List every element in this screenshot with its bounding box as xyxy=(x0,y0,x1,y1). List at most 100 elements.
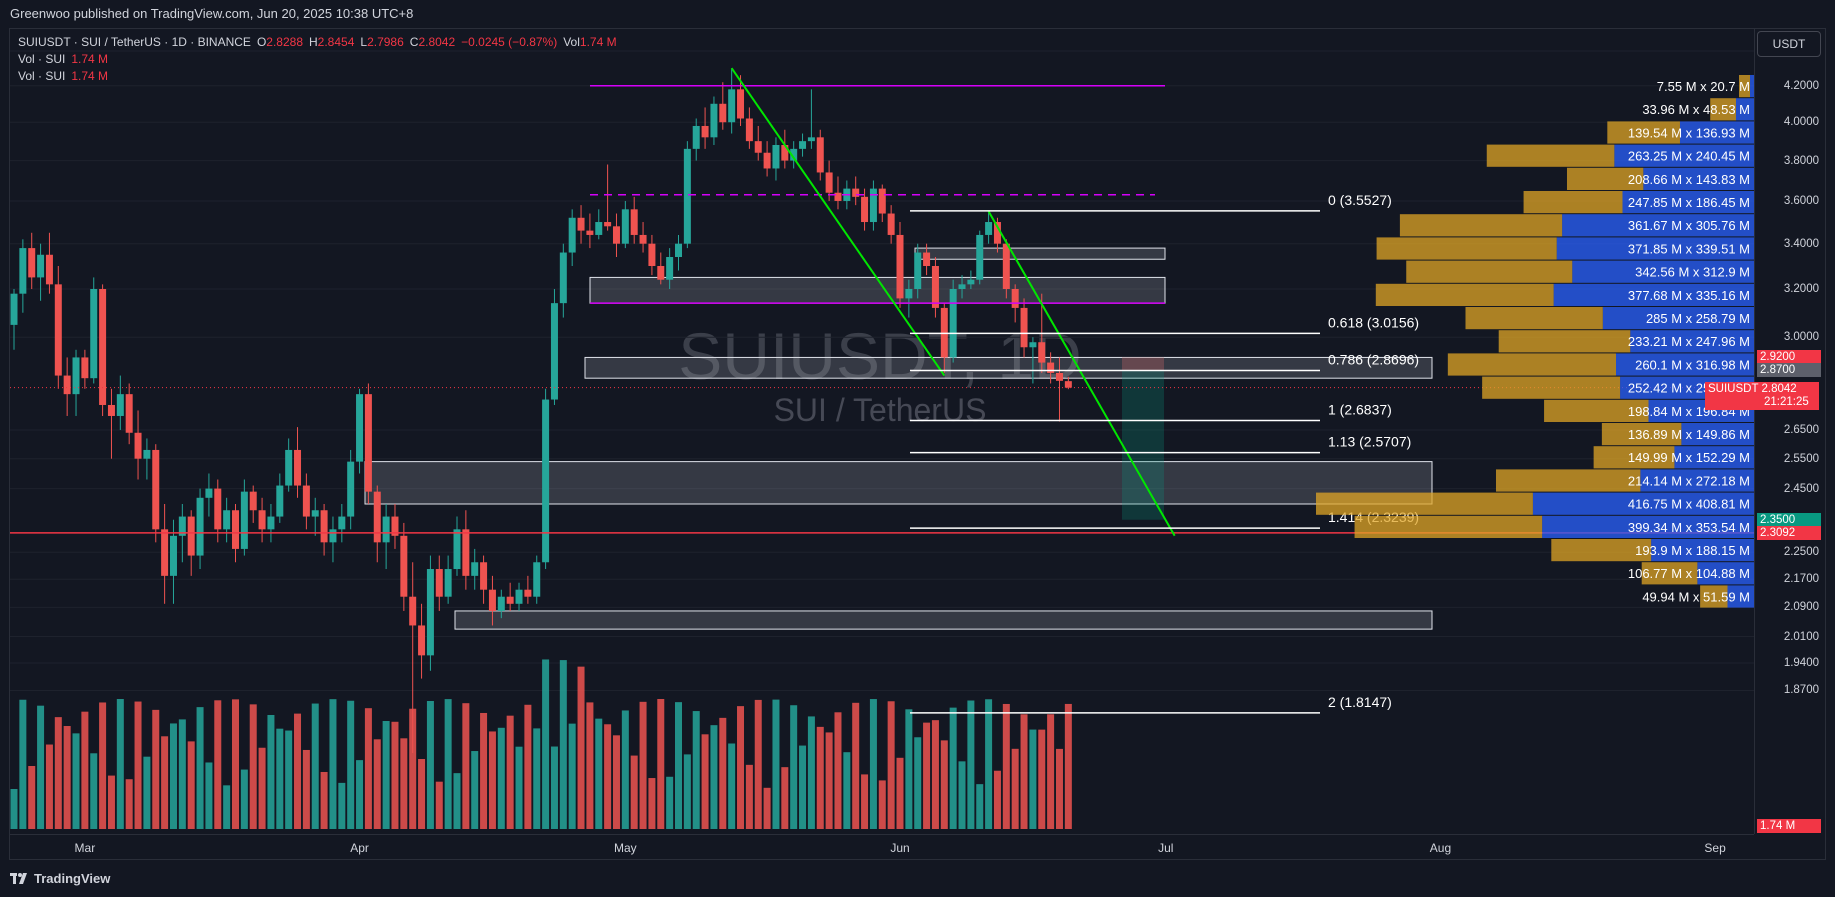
fib-level-label: 1.13 (2.5707) xyxy=(1328,434,1411,450)
candle-body xyxy=(905,288,913,299)
volume-profile-label: 208.66 M x 143.83 M xyxy=(1628,172,1750,187)
price-tick-label: 3.8000 xyxy=(1783,154,1819,167)
symbol-tag: SUIUSDT xyxy=(1708,382,1759,395)
vol-label: Vol xyxy=(563,35,580,49)
watermark-name: SUI / TetherUS xyxy=(774,392,987,428)
time-axis[interactable]: Mar Apr May Jun Jul Aug Sep xyxy=(10,834,1754,861)
candle-body xyxy=(816,137,824,173)
candle-body xyxy=(19,248,27,294)
price-tick-label: 3.2000 xyxy=(1783,282,1819,295)
volume-bar xyxy=(604,724,612,829)
currency-button[interactable]: USDT xyxy=(1757,31,1821,57)
projection-box xyxy=(1122,357,1164,520)
volume-profile-sell-bar xyxy=(1601,423,1682,446)
volume-indicator-row[interactable]: Vol · SUI 1.74 M xyxy=(18,68,617,85)
volume-profile-label: 399.34 M x 353.54 M xyxy=(1628,520,1750,535)
candle-body xyxy=(985,222,993,235)
volume-profile-label: 361.67 M x 305.76 M xyxy=(1628,218,1750,233)
tradingview-logo[interactable]: TradingView xyxy=(10,871,110,886)
price-tick-label: 1.8700 xyxy=(1783,684,1819,697)
candle-body xyxy=(586,230,594,235)
vol-value: 1.74 M xyxy=(579,35,617,49)
price-axis[interactable]: 4.40004.20004.00003.80003.60003.40003.20… xyxy=(1705,29,1825,834)
volume-bar xyxy=(320,771,328,829)
volume-profile-buy-bar xyxy=(1553,283,1754,306)
volume-bar xyxy=(72,733,80,829)
candle-body xyxy=(781,144,789,161)
volume-bar xyxy=(745,764,753,829)
open-value: 2.8288 xyxy=(266,35,303,49)
candle-body xyxy=(737,89,745,119)
volume-bar xyxy=(347,700,355,829)
candle-body xyxy=(223,510,231,530)
change-value: −0.0245 (−0.87%) xyxy=(461,35,558,49)
volume-profile-sell-bar xyxy=(1375,283,1554,306)
volume-bar xyxy=(169,723,177,829)
time-tick-label: May xyxy=(613,841,637,855)
candle-body xyxy=(488,589,496,611)
volume-bar xyxy=(152,709,160,829)
volume-bar xyxy=(701,734,709,829)
volume-bar xyxy=(657,699,665,829)
volume-bar xyxy=(621,710,629,829)
volume-bar xyxy=(905,709,913,829)
volume-bar xyxy=(373,739,381,829)
volume-profile-sell-bar xyxy=(1447,353,1617,376)
candle-body xyxy=(45,254,53,285)
candle-body xyxy=(976,234,984,280)
volume-bar xyxy=(896,757,904,829)
volume-bar xyxy=(435,781,443,829)
candle-body xyxy=(825,172,833,193)
price-zone xyxy=(584,356,1433,379)
volume-profile-label: 263.25 M x 240.45 M xyxy=(1628,149,1750,164)
candle-body xyxy=(462,529,470,576)
candle-body xyxy=(302,485,310,517)
volume-profile-buy-bar xyxy=(1643,167,1754,190)
volume-bar xyxy=(666,776,674,829)
candle-body xyxy=(533,562,541,597)
volume-indicator-label: Vol · SUI xyxy=(18,69,66,83)
chart-pane[interactable]: SUIUSDT, 1D SUI / TetherUS 0 (3.5527) 0.6… xyxy=(10,29,1754,834)
candle-body xyxy=(887,213,895,235)
chart-legend: SUIUSDT · SUI / TetherUS · 1D · BINANCE … xyxy=(18,34,617,85)
volume-profile-sell-bar xyxy=(1544,399,1649,422)
candle-body xyxy=(869,188,877,223)
symbol-line[interactable]: SUIUSDT · SUI / TetherUS · 1D · BINANCE xyxy=(18,35,251,49)
chart-frame xyxy=(9,28,1826,860)
candle-body xyxy=(161,529,169,576)
candle-body xyxy=(728,89,736,123)
candle-body xyxy=(1038,342,1046,363)
candle-body xyxy=(338,516,346,530)
candle-body xyxy=(1011,288,1019,308)
volume-profile-buy-bar xyxy=(1697,562,1754,585)
volume-bar xyxy=(683,754,691,829)
candle-body xyxy=(506,596,514,604)
candle-body xyxy=(72,357,80,395)
candle-body xyxy=(719,103,727,123)
footer: TradingView xyxy=(0,860,1835,897)
volume-bar xyxy=(843,752,851,829)
volume-profile-buy-bar xyxy=(1622,191,1754,214)
price-chart[interactable]: SUIUSDT, 1D SUI / TetherUS 0 (3.5527) 0.6… xyxy=(10,29,1754,834)
volume-indicator-row[interactable]: Vol · SUI 1.74 M xyxy=(18,51,617,68)
volume-profile-buy-bar xyxy=(1562,214,1754,237)
candle-body xyxy=(54,284,62,376)
candle-body xyxy=(1002,243,1010,289)
volume-bar xyxy=(568,723,576,829)
volume-profile-label: 193.9 M x 188.15 M xyxy=(1635,543,1750,558)
volume-profile-sell-bar xyxy=(1498,330,1631,353)
volume-profile-sell-bar xyxy=(1399,214,1563,237)
volume-profile-label: 342.56 M x 312.9 M xyxy=(1635,265,1750,280)
volume-profile-buy-bar xyxy=(1735,98,1754,121)
volume-profile-sell-bar xyxy=(1607,121,1680,144)
candle-body xyxy=(1047,362,1055,373)
volume-bar xyxy=(754,699,762,829)
volume-bar xyxy=(834,712,842,829)
candle-body xyxy=(196,497,204,556)
volume-bar xyxy=(418,759,426,829)
candle-body xyxy=(648,243,656,267)
volume-profile-sell-bar xyxy=(1641,562,1698,585)
volume-bar xyxy=(506,715,514,829)
price-zone xyxy=(364,461,1433,505)
candle-body xyxy=(949,288,957,358)
